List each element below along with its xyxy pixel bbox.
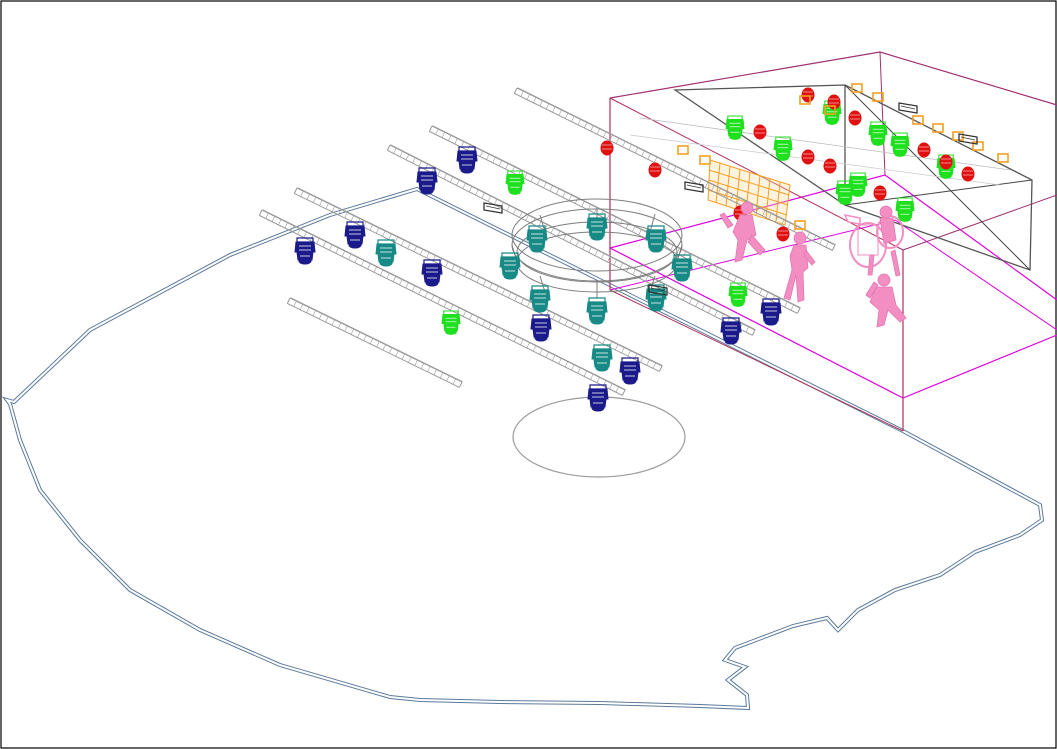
truss-4 [258, 209, 626, 396]
moving-head-blue [344, 221, 366, 249]
spot-green [868, 121, 888, 146]
truss-upstage [513, 87, 836, 251]
blinder-orange [952, 131, 964, 141]
moving-head-blue [456, 146, 478, 174]
par-can-red [827, 94, 841, 110]
cyc-light-gray [898, 102, 918, 114]
performer-figure [783, 231, 816, 303]
cyc-light-gray [684, 181, 704, 193]
spot-green [725, 115, 745, 140]
moving-head-blue [416, 167, 438, 195]
performer-figure [719, 201, 766, 263]
par-can-red [801, 149, 815, 165]
moving-head-blue [530, 314, 552, 342]
moving-head-blue [421, 259, 443, 287]
moving-head-teal [591, 344, 613, 372]
moving-head-blue [760, 298, 782, 326]
moving-head-blue [619, 357, 641, 385]
led-wall [707, 159, 791, 226]
spot-green [728, 282, 748, 307]
moving-head-teal [526, 225, 548, 253]
moving-head-teal [499, 252, 521, 280]
truss-rig [258, 87, 836, 396]
par-can-red [801, 87, 815, 103]
par-can-red [823, 158, 837, 174]
par-can-red [873, 185, 887, 201]
truss-1 [428, 125, 801, 314]
performers [719, 201, 907, 328]
par-can-red [648, 162, 662, 178]
venue-floor-outline [1, 186, 1045, 711]
truss-short [286, 297, 463, 388]
moving-head-teal [586, 213, 608, 241]
spot-green [773, 136, 793, 161]
par-can-red [848, 110, 862, 126]
spot-green [505, 170, 525, 195]
performer-figure [865, 273, 907, 328]
spot-green [895, 197, 915, 222]
moving-head-teal [645, 225, 667, 253]
moving-head-teal [586, 297, 608, 325]
truss-2 [386, 144, 756, 336]
performer-drummer [843, 205, 904, 277]
cyc-light-gray [483, 202, 503, 214]
blinder-orange [699, 155, 711, 165]
spot-green [441, 310, 461, 335]
par-can-red [776, 226, 790, 242]
moving-head-teal [375, 239, 397, 267]
moving-head-teal [529, 285, 551, 313]
fixture-layer [294, 83, 1009, 412]
spot-green [890, 132, 910, 157]
moving-head-teal [671, 254, 693, 282]
par-can-red [917, 142, 931, 158]
stage-box [609, 51, 1057, 432]
truss-3 [293, 187, 663, 372]
par-can-red [961, 166, 975, 182]
par-can-red [753, 124, 767, 140]
spot-green [835, 180, 855, 205]
blinder-orange [677, 145, 689, 155]
par-can-red [600, 140, 614, 156]
blinder-orange [997, 153, 1009, 163]
moving-head-blue [720, 317, 742, 345]
par-can-red [939, 154, 953, 170]
moving-head-blue [587, 384, 609, 412]
moving-head-blue [294, 237, 316, 265]
